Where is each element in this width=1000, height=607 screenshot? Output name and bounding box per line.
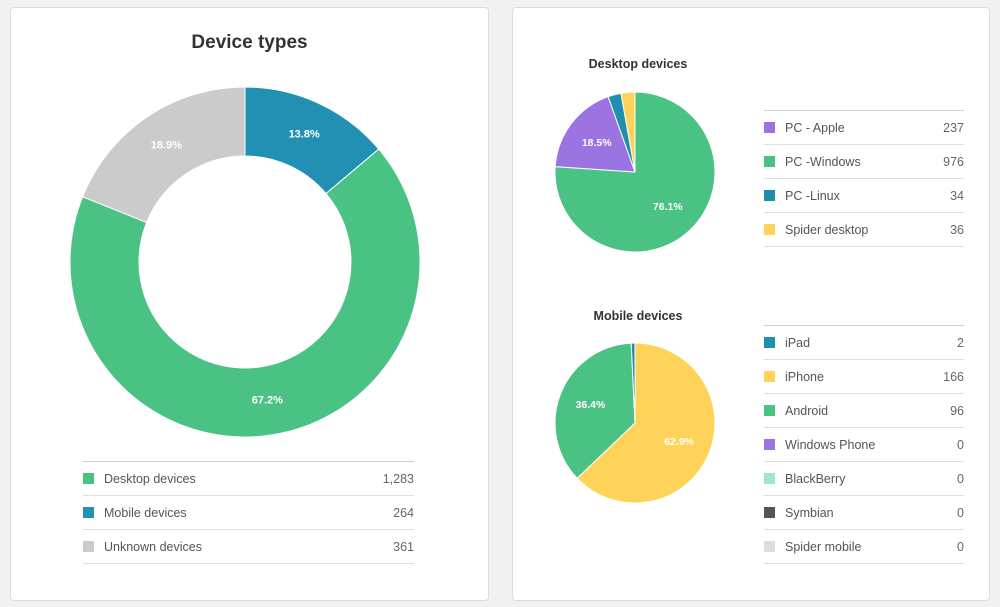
legend-label: Mobile devices [104,505,187,520]
pie-slice-desktop-devices[interactable] [69,148,421,438]
legend-item-desktop-devices[interactable]: Desktop devices 1,283 [83,462,414,496]
legend-label: PC -Linux [785,188,840,203]
legend-item-pc-apple[interactable]: PC - Apple 237 [764,111,964,145]
slice-label-unknown-devices: 18.9% [151,140,182,152]
legend-label: Unknown devices [104,539,202,554]
legend-value: 0 [957,539,964,554]
legend-label: BlackBerry [785,471,846,486]
legend-swatch [83,507,94,518]
legend-item-iphone[interactable]: iPhone 166 [764,360,964,394]
legend-label: PC -Windows [785,154,861,169]
legend-label: PC - Apple [785,120,845,135]
legend-label: iPhone [785,369,824,384]
slice-label-android: 36.4% [576,399,606,411]
desktop-devices-title: Desktop devices [588,57,688,71]
device-types-legend: Desktop devices 1,283 Mobile devices 264 Unk… [83,461,414,564]
pie-slice-spider-desktop[interactable] [620,91,636,173]
legend-label: Desktop devices [104,471,196,486]
legend-value: 264 [393,505,414,520]
legend-item-unknown-devices[interactable]: Unknown devices 361 [83,530,414,564]
legend-swatch [764,371,775,382]
legend-swatch [764,507,775,518]
legend-value: 166 [943,369,964,384]
legend-label: Spider mobile [785,539,862,554]
legend-swatch [764,473,775,484]
legend-swatch [764,224,775,235]
legend-value: 2 [957,335,964,350]
legend-item-blackberry[interactable]: BlackBerry 0 [764,462,964,496]
legend-label: Spider desktop [785,222,869,237]
legend-item-pc-windows[interactable]: PC -Windows 976 [764,145,964,179]
mobile-devices-title: Mobile devices [593,309,683,323]
desktop-devices-pie-chart: 76.1% 18.5% [554,91,716,253]
legend-item-ipad[interactable]: iPad 2 [764,326,964,360]
pie-slice-pc-apple[interactable] [554,96,636,173]
pie-slice-unknown-devices[interactable] [81,86,246,224]
pie-slice-android[interactable] [554,342,636,479]
legend-value: 361 [393,539,414,554]
legend-value: 976 [943,154,964,169]
legend-value: 1,283 [382,471,414,486]
legend-value: 0 [957,471,964,486]
legend-label: iPad [785,335,811,350]
legend-value: 36 [950,222,964,237]
desktop-devices-legend: PC - Apple 237 PC -Windows 976 PC -Linux 34 Sp… [764,110,964,247]
legend-value: 96 [950,403,964,418]
mobile-devices-legend: iPad 2 iPhone 166 Android 96 Windows Phone 0 Bla… [764,325,964,564]
legend-item-spider-desktop[interactable]: Spider desktop 36 [764,213,964,247]
legend-swatch [83,473,94,484]
pie-slice-ipad[interactable] [630,342,636,424]
legend-value: 0 [957,437,964,452]
legend-swatch [764,156,775,167]
legend-swatch [764,541,775,552]
slice-label-pc-windows: 76.1% [653,201,683,213]
legend-item-symbian[interactable]: Symbian 0 [764,496,964,530]
pie-slice-iphone[interactable] [576,342,716,504]
device-breakdown-card: Desktop devices 76.1% 18.5% PC - Apple 237… [512,7,990,601]
legend-item-pc-linux[interactable]: PC -Linux 34 [764,179,964,213]
legend-value: 237 [943,120,964,135]
mobile-devices-pie-chart: 62.9% 36.4% [554,342,716,504]
legend-swatch [764,190,775,201]
slice-label-iphone: 62.9% [664,436,694,448]
slice-label-pc-apple: 18.5% [582,137,612,149]
legend-swatch [764,405,775,416]
slice-label-mobile-devices: 13.8% [289,129,320,141]
device-types-card: Device types 13.8% 67.2% 18.9% Desktop dev… [10,7,489,601]
legend-label: Android [785,403,829,418]
legend-swatch [83,541,94,552]
legend-value: 34 [950,188,964,203]
legend-item-windows-phone[interactable]: Windows Phone 0 [764,428,964,462]
legend-swatch [764,337,775,348]
legend-label: Symbian [785,505,834,520]
legend-swatch [764,122,775,133]
slice-label-desktop-devices: 67.2% [252,395,283,407]
legend-item-spider-mobile[interactable]: Spider mobile 0 [764,530,964,564]
device-types-donut-chart: 13.8% 67.2% 18.9% [69,86,421,438]
legend-value: 0 [957,505,964,520]
legend-label: Windows Phone [785,437,876,452]
device-types-title: Device types [191,32,308,53]
legend-item-mobile-devices[interactable]: Mobile devices 264 [83,496,414,530]
legend-swatch [764,439,775,450]
legend-item-android[interactable]: Android 96 [764,394,964,428]
